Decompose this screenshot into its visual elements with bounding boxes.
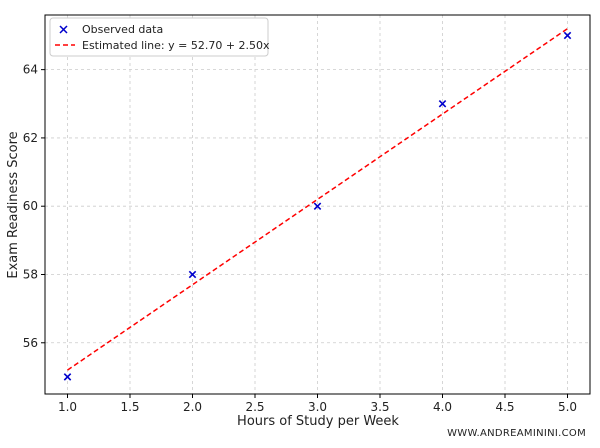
observed-data-point (63, 373, 72, 381)
legend-box (49, 17, 269, 57)
x-tick-label: 1.0 (58, 400, 77, 414)
observed-data-point (438, 100, 447, 108)
y-tick-label: 58 (23, 267, 38, 281)
y-axis-ticks: 56 58 60 62 64 (23, 63, 45, 350)
x-tick-label: 3.0 (308, 400, 327, 414)
x-tick-label: 4.0 (433, 400, 452, 414)
x-tick-label: 1.5 (120, 400, 139, 414)
x-tick-label: 3.5 (370, 400, 389, 414)
legend-marker-observed (59, 25, 68, 34)
observed-point-stroke (438, 100, 447, 108)
y-tick-label: 60 (23, 199, 38, 213)
watermark: WWW.ANDREAMININI.COM (447, 428, 586, 439)
legend-label-observed: Observed data (82, 23, 163, 36)
observed-data-point (563, 31, 572, 40)
y-axis-label: Exam Readiness Score (6, 131, 21, 278)
legend: Observed data Estimated line: y = 52.70 … (49, 17, 270, 57)
observed-point-stroke (63, 373, 72, 381)
x-tick-label: 4.5 (495, 400, 514, 414)
y-tick-label: 56 (23, 336, 38, 350)
legend-label-estimated: Estimated line: y = 52.70 + 2.50x (82, 39, 270, 52)
observed-data-point (188, 270, 197, 279)
observed-data-point (313, 202, 322, 210)
y-tick-label: 62 (23, 131, 38, 145)
x-axis-ticks: 1.0 1.5 2.0 2.5 3.0 3.5 4.0 4.5 5.0 (58, 394, 577, 414)
x-axis-label: Hours of Study per Week (237, 414, 399, 429)
x-tick-label: 2.5 (245, 400, 264, 414)
observed-point-stroke (563, 31, 572, 40)
observed-point-stroke (313, 202, 322, 210)
grid-lines (45, 15, 590, 394)
series-layer (63, 28, 572, 381)
estimated-regression-line (67, 28, 568, 371)
y-tick-label: 64 (23, 63, 38, 77)
observed-point-stroke (188, 270, 197, 279)
x-tick-label: 5.0 (558, 400, 577, 414)
x-tick-label: 2.0 (183, 400, 202, 414)
